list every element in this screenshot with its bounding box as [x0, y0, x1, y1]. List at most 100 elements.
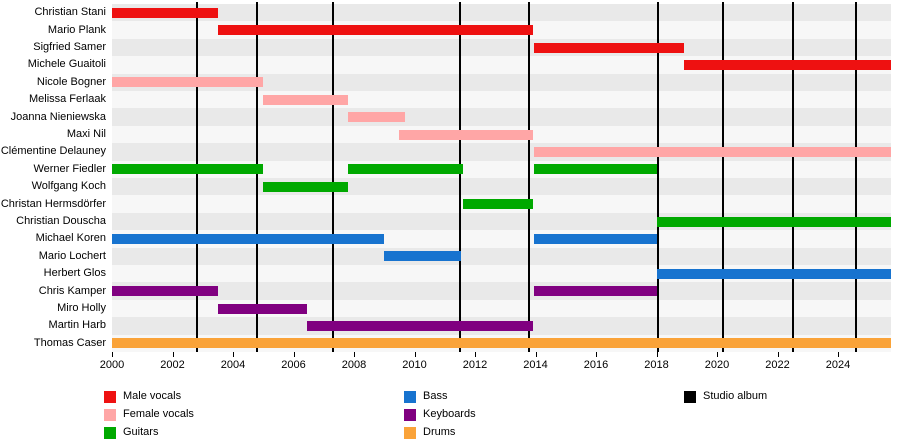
legend-item: Female vocals: [104, 408, 194, 421]
member-tenure-bar: [683, 59, 891, 70]
studio-album-line: [256, 2, 259, 352]
member-tenure-bar: [112, 164, 264, 175]
year-axis-label: 2018: [644, 359, 669, 371]
member-name-label: Miro Holly: [57, 302, 106, 314]
legend-color-swatch: [104, 426, 116, 439]
row-stripe: [112, 247, 891, 265]
member-name-label: Clémentine Delauney: [0, 145, 106, 158]
year-axis-label: 2020: [704, 359, 730, 371]
year-axis-tick: [596, 352, 598, 357]
year-axis-label: 2014: [523, 359, 548, 371]
member-tenure-bar: [462, 199, 533, 210]
member-tenure-bar: [534, 42, 684, 53]
member-name-label: Herbert Glos: [43, 267, 106, 280]
year-axis-label: 2024: [825, 359, 851, 371]
legend-item: Studio album: [684, 390, 767, 403]
year-axis-label: 2016: [583, 359, 609, 371]
member-tenure-bar: [263, 94, 348, 105]
legend-color-swatch: [684, 390, 696, 403]
studio-album-line: [195, 2, 198, 352]
year-axis-tick: [233, 352, 234, 357]
legend-item: Keyboards: [404, 408, 476, 421]
member-name-label: Maxi Nil: [66, 128, 106, 140]
studio-album-line: [528, 2, 531, 352]
member-tenure-bar: [112, 286, 218, 297]
row-stripe: [112, 91, 891, 109]
row-stripe: [112, 178, 891, 196]
row-stripe: [112, 73, 891, 91]
row-stripe: [112, 4, 891, 22]
year-axis-label: 2000: [99, 359, 125, 371]
year-axis-tick: [293, 352, 295, 357]
year-axis-tick: [838, 352, 840, 357]
member-name-label: Christian Stani: [34, 6, 106, 19]
year-axis-label: 2002: [160, 359, 185, 371]
legend-color-swatch: [104, 390, 116, 403]
row-stripe: [112, 282, 891, 300]
member-tenure-bar: [307, 320, 533, 331]
row-stripe: [112, 38, 891, 57]
member-tenure-bar: [112, 77, 264, 88]
member-tenure-bar: [217, 303, 308, 314]
legend-label: Female vocals: [123, 408, 194, 420]
studio-album-line: [791, 2, 794, 352]
member-tenure-bar: [217, 25, 533, 36]
member-name-label: Wolfgang Koch: [31, 180, 106, 193]
member-name-label: Martin Harb: [48, 319, 106, 332]
year-axis-label: 2008: [341, 359, 367, 371]
member-tenure-bar: [112, 338, 891, 349]
legend-label: Bass: [423, 390, 448, 402]
studio-album-line: [458, 2, 461, 352]
member-name-label: Thomas Caser: [33, 336, 106, 349]
member-tenure-bar: [347, 164, 463, 175]
member-tenure-bar: [656, 216, 891, 227]
member-name-label: Christian Douscha: [16, 215, 106, 227]
member-tenure-bar: [399, 129, 533, 140]
member-tenure-bar: [534, 146, 891, 157]
studio-album-line: [722, 2, 725, 352]
legend-item: Male vocals: [104, 390, 181, 403]
year-axis-label: 2006: [281, 359, 306, 371]
legend-label: Guitars: [123, 426, 159, 438]
year-axis-tick: [112, 352, 113, 357]
member-name-label: Mario Lochert: [38, 249, 106, 262]
member-name-label: Melissa Ferlaak: [28, 93, 106, 106]
row-stripe: [112, 108, 891, 126]
member-tenure-bar: [112, 7, 218, 18]
legend-item: Guitars: [104, 426, 158, 439]
member-tenure-bar: [112, 233, 385, 244]
member-name-label: Werner Fiedler: [33, 162, 106, 175]
year-axis-label: 2022: [765, 359, 790, 371]
legend-label: Drums: [423, 426, 456, 438]
legend-item: Bass: [404, 390, 447, 403]
year-axis-tick: [475, 352, 477, 357]
year-axis-tick: [777, 352, 779, 357]
member-tenure-bar: [534, 233, 657, 244]
member-name-label: Joanna Nieniewska: [10, 110, 106, 123]
legend-label: Studio album: [703, 390, 768, 402]
year-axis-label: 2012: [462, 359, 488, 371]
member-tenure-bar: [656, 268, 891, 279]
member-tenure-bar: [384, 251, 462, 262]
year-axis-tick: [172, 352, 174, 357]
studio-album-line: [855, 2, 858, 352]
year-axis-label: 2010: [402, 359, 427, 371]
legend-color-swatch: [404, 426, 416, 439]
member-name-label: Nicole Bogner: [36, 75, 106, 88]
member-tenure-bar: [534, 164, 657, 175]
legend-label: Male vocals: [123, 390, 182, 402]
legend-label: Keyboards: [423, 408, 476, 420]
legend-color-swatch: [404, 390, 416, 403]
member-tenure-bar: [347, 112, 406, 123]
member-tenure-bar: [263, 181, 348, 192]
member-name-label: Michele Guaitoli: [27, 58, 106, 71]
year-axis-tick: [656, 352, 658, 357]
row-stripe: [112, 160, 891, 178]
legend-color-swatch: [404, 408, 416, 421]
studio-album-line: [657, 2, 660, 352]
year-axis-tick: [354, 352, 356, 357]
year-axis-tick: [535, 352, 537, 357]
year-axis-tick: [414, 352, 416, 357]
member-name-label: Sigfried Samer: [33, 41, 106, 53]
